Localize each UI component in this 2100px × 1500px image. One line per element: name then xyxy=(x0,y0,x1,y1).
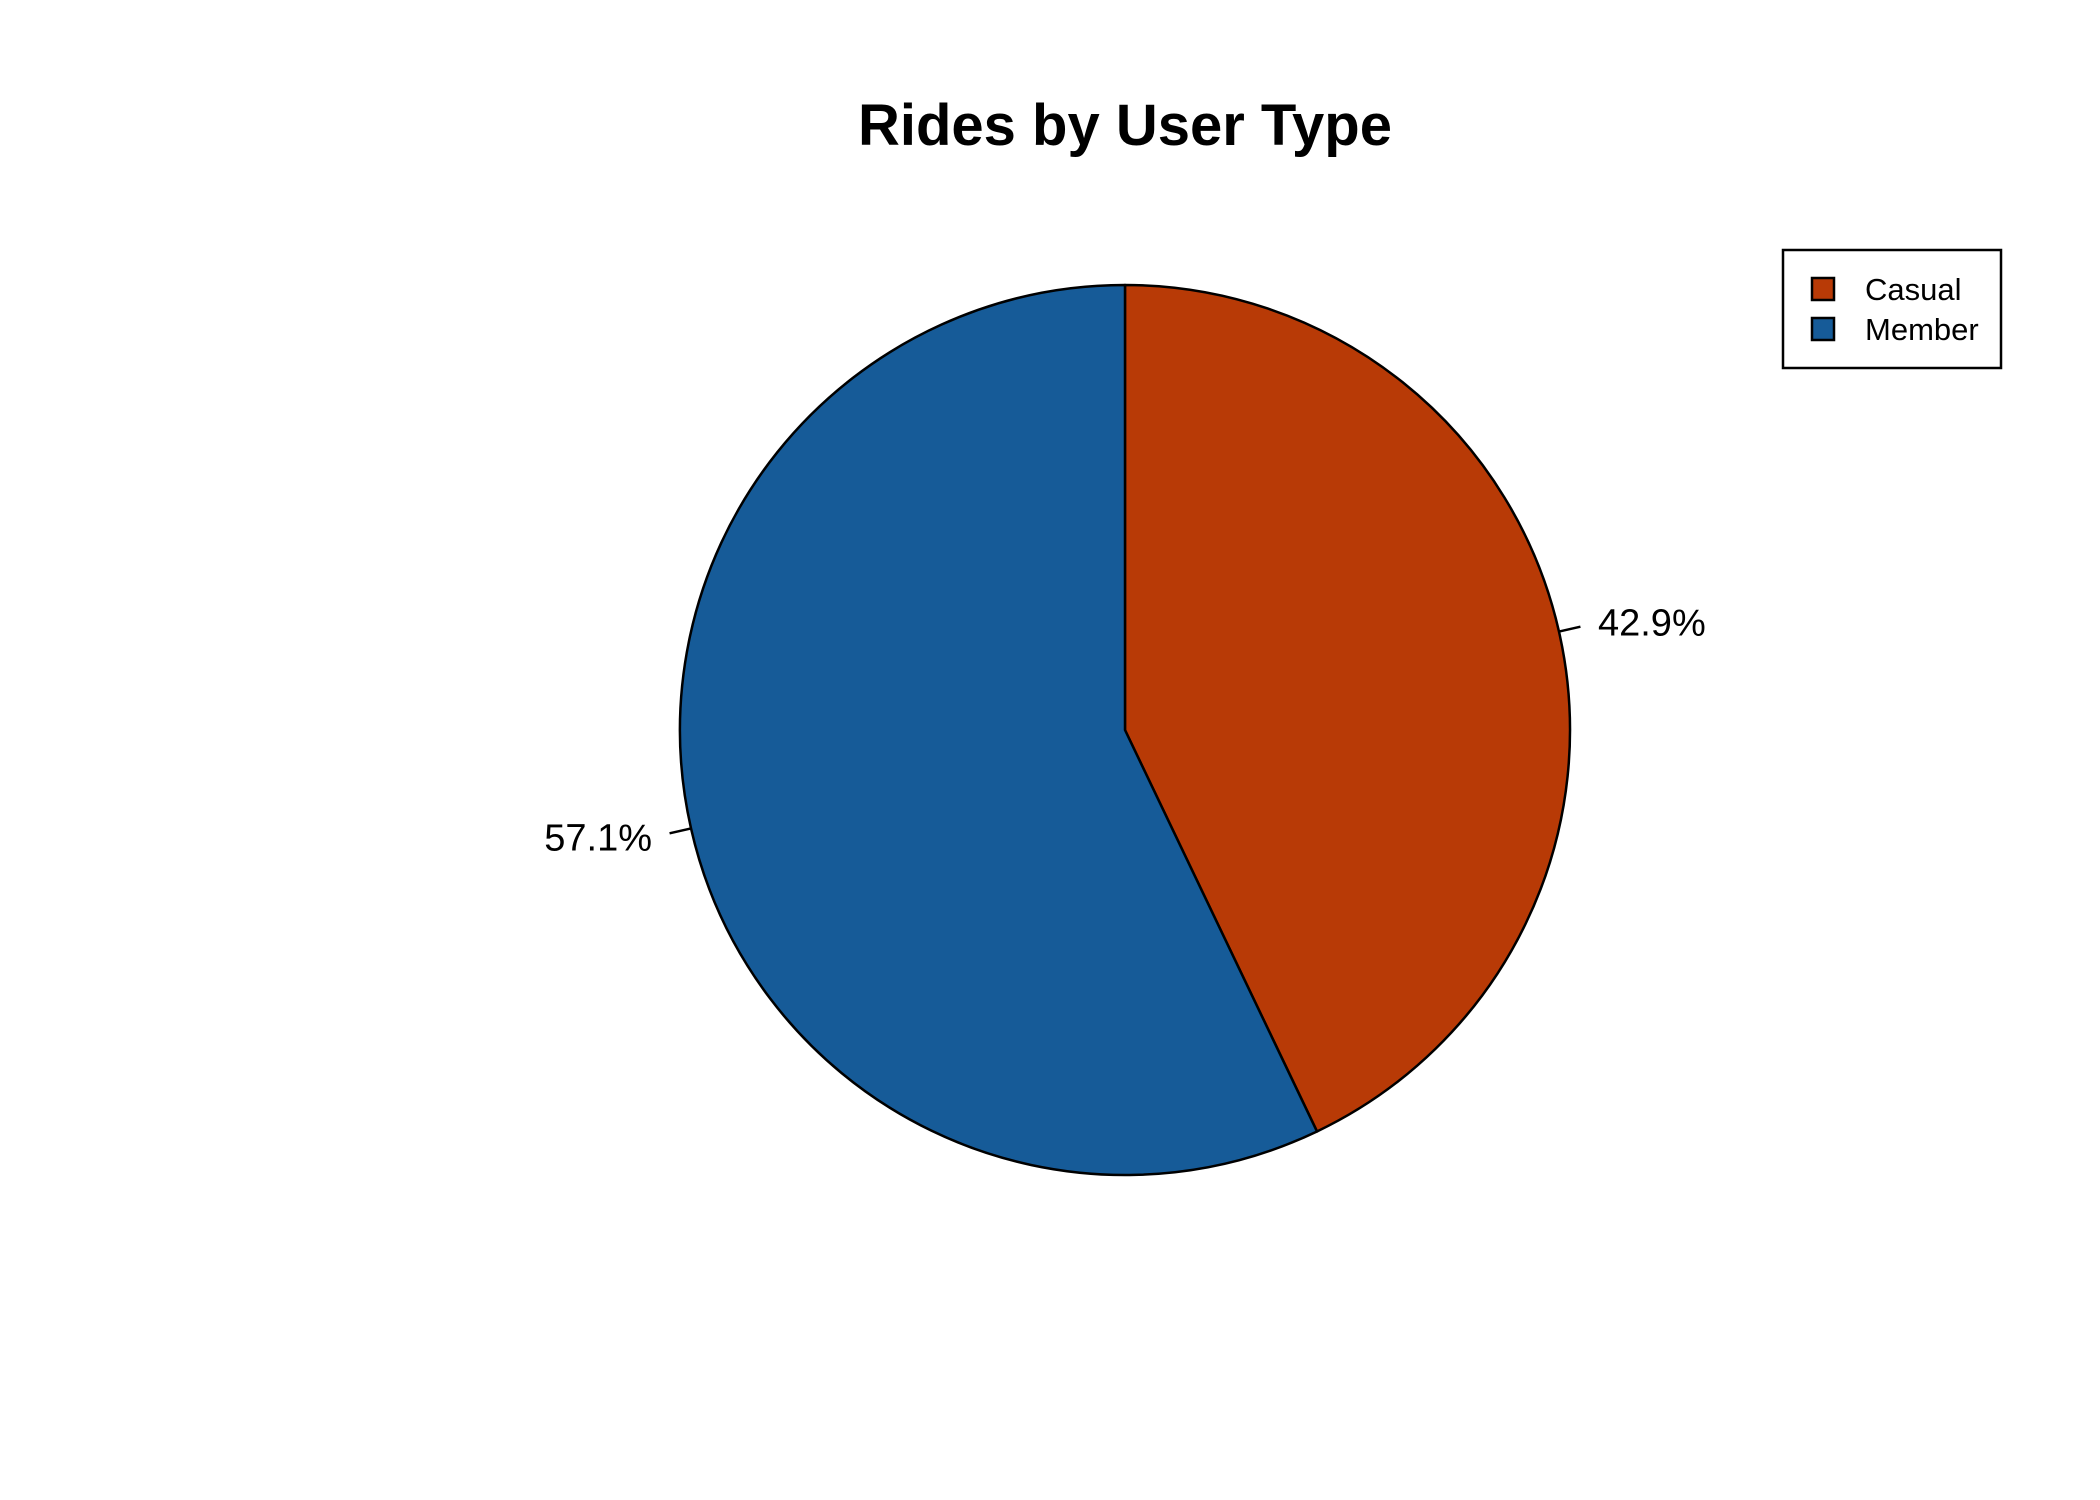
legend-swatch-member xyxy=(1810,316,1836,342)
legend-label-casual: Casual xyxy=(1865,272,1962,307)
legend-box xyxy=(1781,248,2003,370)
legend-swatch-casual xyxy=(1810,276,1836,302)
pie-slices xyxy=(678,283,1572,1177)
pie-slice-label-casual: 42.9% xyxy=(1598,603,1706,645)
pie-slice-member xyxy=(678,283,1319,1177)
pie-label-tick-casual xyxy=(1558,625,1581,633)
pie-slice-labels: 42.9% 57.1% xyxy=(544,603,1705,860)
legend: Casual Member xyxy=(1781,248,2003,370)
pie-slice-casual xyxy=(1123,283,1572,1133)
pie-label-tick-member xyxy=(669,827,692,835)
pie-slice-label-member: 57.1% xyxy=(544,817,652,859)
chart-title: Rides by User Type xyxy=(858,93,1392,158)
legend-label-member: Member xyxy=(1865,312,1979,347)
